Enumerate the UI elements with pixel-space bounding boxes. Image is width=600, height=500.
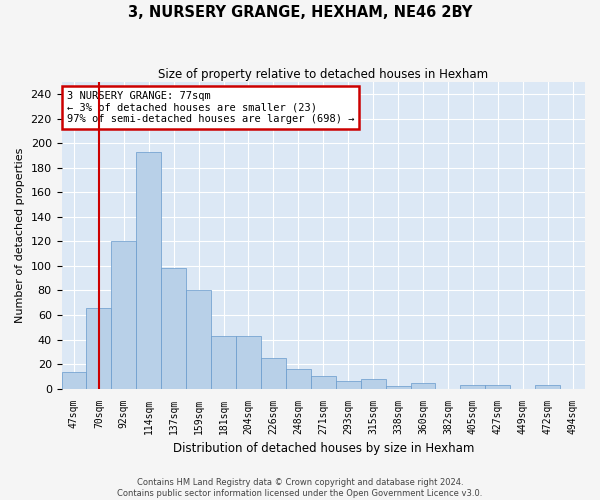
Bar bbox=[485, 385, 510, 388]
Bar bbox=[311, 376, 336, 388]
Bar bbox=[161, 268, 186, 388]
Bar bbox=[62, 372, 86, 388]
Bar bbox=[361, 379, 386, 388]
Y-axis label: Number of detached properties: Number of detached properties bbox=[15, 148, 25, 323]
Bar bbox=[136, 152, 161, 388]
Bar bbox=[410, 382, 436, 388]
Text: Contains HM Land Registry data © Crown copyright and database right 2024.
Contai: Contains HM Land Registry data © Crown c… bbox=[118, 478, 482, 498]
Bar bbox=[535, 385, 560, 388]
Bar bbox=[336, 382, 361, 388]
Bar bbox=[211, 336, 236, 388]
Bar bbox=[186, 290, 211, 388]
Bar bbox=[286, 369, 311, 388]
Title: Size of property relative to detached houses in Hexham: Size of property relative to detached ho… bbox=[158, 68, 488, 80]
Bar bbox=[112, 242, 136, 388]
Text: 3 NURSERY GRANGE: 77sqm
← 3% of detached houses are smaller (23)
97% of semi-det: 3 NURSERY GRANGE: 77sqm ← 3% of detached… bbox=[67, 91, 354, 124]
Bar bbox=[386, 386, 410, 388]
Text: 3, NURSERY GRANGE, HEXHAM, NE46 2BY: 3, NURSERY GRANGE, HEXHAM, NE46 2BY bbox=[128, 5, 472, 20]
Bar bbox=[261, 358, 286, 388]
X-axis label: Distribution of detached houses by size in Hexham: Distribution of detached houses by size … bbox=[173, 442, 474, 455]
Bar bbox=[86, 308, 112, 388]
Bar bbox=[236, 336, 261, 388]
Bar bbox=[460, 385, 485, 388]
